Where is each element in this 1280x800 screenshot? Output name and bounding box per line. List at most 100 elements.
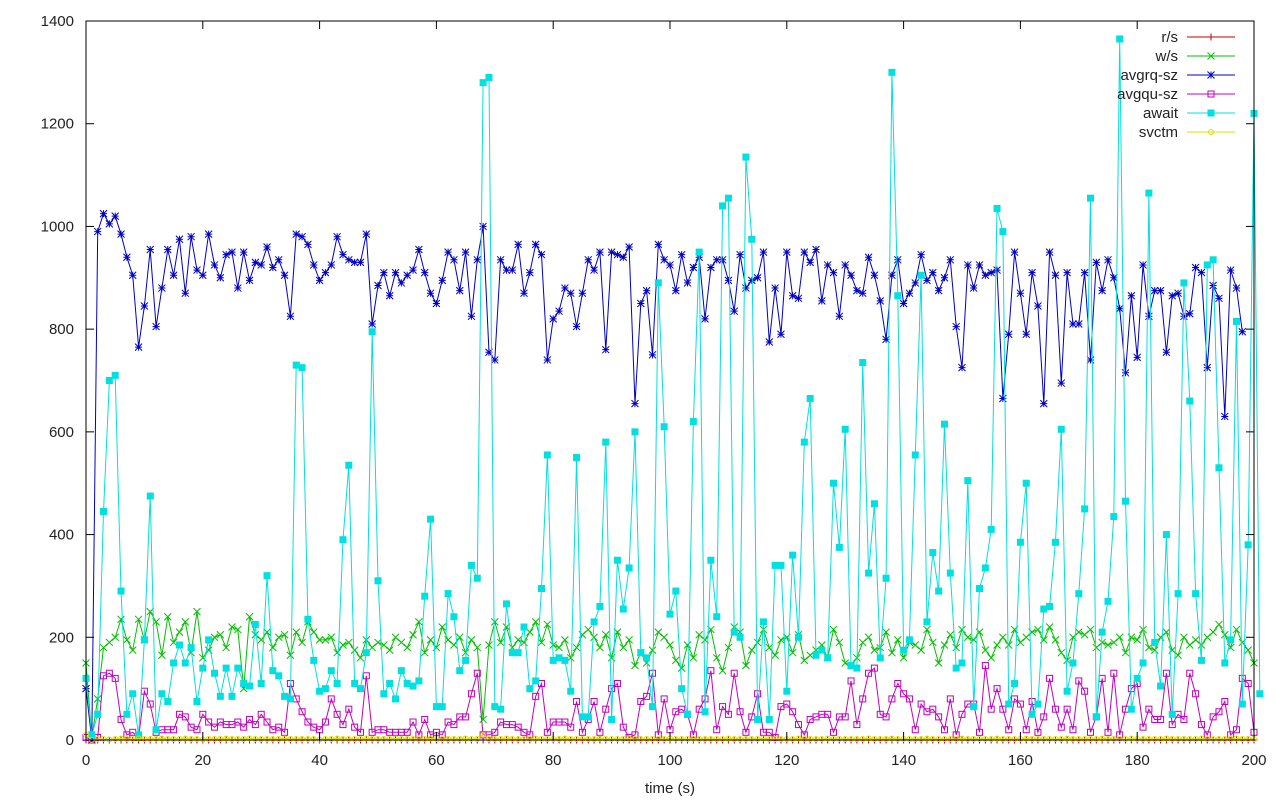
data-point [538, 735, 545, 742]
data-point [549, 315, 558, 323]
data-point [134, 343, 143, 351]
data-point [893, 255, 902, 264]
data-point [1156, 286, 1165, 295]
data-point [386, 680, 394, 688]
data-point [1005, 726, 1013, 734]
data-point [585, 735, 592, 742]
data-point [1215, 294, 1223, 303]
data-point [1016, 538, 1024, 546]
data-point [537, 638, 546, 647]
data-point [730, 628, 738, 636]
data-point [170, 726, 178, 734]
data-point [117, 587, 125, 595]
data-point [584, 625, 593, 634]
data-point [829, 268, 838, 277]
data-point [1099, 735, 1106, 742]
data-point [515, 735, 522, 742]
data-point [263, 243, 271, 251]
data-point [420, 648, 429, 657]
data-point [100, 735, 107, 742]
data-point [561, 735, 568, 742]
data-point [1233, 735, 1240, 742]
y-tick-label: 1200 [41, 116, 74, 133]
data-point [677, 664, 686, 672]
data-point [625, 636, 633, 644]
data-point [917, 646, 925, 654]
data-point [1162, 348, 1171, 357]
data-point [310, 735, 317, 742]
data-point [245, 612, 254, 621]
data-point [281, 735, 288, 742]
data-point [1081, 505, 1089, 513]
data-point [602, 705, 610, 713]
data-point [672, 735, 679, 742]
data-point [712, 653, 721, 662]
series-w-s [82, 607, 1258, 742]
data-point [502, 600, 510, 608]
data-point [357, 735, 364, 742]
data-point [158, 651, 166, 660]
data-point [747, 276, 756, 285]
data-point [573, 697, 581, 705]
data-point [1058, 735, 1065, 742]
data-point [877, 735, 884, 742]
data-point [450, 735, 457, 742]
data-point [865, 735, 872, 742]
data-point [491, 703, 499, 711]
data-point [631, 731, 639, 739]
data-point [339, 250, 347, 259]
data-point [859, 359, 867, 367]
data-point [882, 335, 890, 344]
data-point [496, 255, 505, 264]
x-tick-label: 60 [428, 752, 445, 769]
data-point [608, 735, 615, 742]
data-point [946, 569, 954, 577]
data-point [963, 633, 972, 642]
data-point [1208, 129, 1214, 135]
data-point [940, 641, 949, 649]
data-point [1162, 669, 1170, 677]
data-point [929, 735, 936, 742]
data-point [117, 230, 125, 238]
data-point [111, 212, 120, 221]
data-point [246, 715, 254, 723]
data-point [742, 284, 750, 292]
data-point [275, 735, 282, 742]
data-point [911, 726, 919, 734]
data-point [1121, 648, 1130, 657]
data-point [275, 723, 283, 731]
data-point [462, 656, 470, 664]
data-point [1175, 735, 1182, 742]
data-point [993, 266, 1001, 274]
data-point [613, 680, 621, 688]
data-point [596, 602, 604, 610]
data-point [462, 713, 470, 721]
data-point [619, 643, 628, 652]
data-point [526, 731, 534, 739]
data-point [385, 646, 394, 654]
data-point [409, 682, 417, 690]
data-point [614, 735, 621, 742]
data-point [590, 697, 598, 705]
data-point [999, 394, 1007, 403]
data-point [257, 710, 265, 718]
data-point [1022, 330, 1031, 339]
data-point [648, 703, 656, 711]
data-point [334, 735, 341, 742]
data-point [702, 735, 709, 742]
data-point [210, 633, 219, 642]
data-point [292, 230, 301, 238]
y-tick-label: 600 [49, 424, 74, 441]
data-point [1227, 636, 1235, 644]
data-point [701, 708, 709, 716]
data-point [438, 276, 447, 285]
data-point [1239, 735, 1246, 742]
data-point [713, 726, 721, 734]
data-point [742, 735, 749, 742]
data-point [1226, 266, 1235, 274]
data-point [882, 628, 890, 637]
data-point [379, 268, 388, 277]
data-point [269, 667, 277, 675]
data-point [485, 735, 492, 742]
data-point [274, 633, 283, 642]
